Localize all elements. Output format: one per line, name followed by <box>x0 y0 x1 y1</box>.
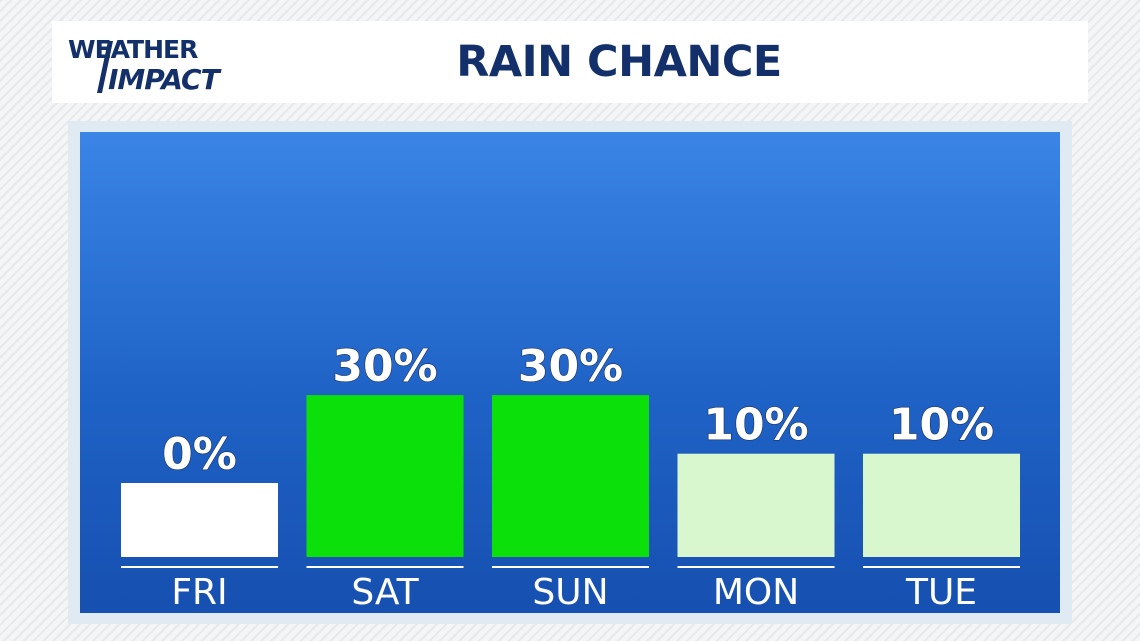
day-label-sat: SAT <box>351 572 419 613</box>
bar-tue <box>863 453 1020 557</box>
rain-chance-chart: 0% FRI 30% SAT 30% SUN 10% MON 10% TUE <box>121 341 1020 613</box>
logo-text-weather: WEATHER <box>68 35 198 64</box>
underline-tue <box>863 566 1020 568</box>
day-label-fri: FRI <box>171 572 227 613</box>
bar-sat <box>306 395 464 557</box>
logo-slash-icon <box>97 41 113 93</box>
day-label-sun: SUN <box>532 572 608 613</box>
day-label-mon: MON <box>713 572 799 613</box>
chart-panel: 0% FRI 30% SAT 30% SUN 10% MON 10% TUE <box>80 132 1060 613</box>
underline-mon <box>677 566 835 568</box>
weather-impact-logo: WEATHER IMPACT <box>68 35 268 96</box>
value-label-mon: 10% <box>703 400 808 451</box>
logo-text-impact: IMPACT <box>108 63 220 96</box>
bar-mon <box>677 453 835 557</box>
value-label-tue: 10% <box>889 400 994 451</box>
value-label-fri: 0% <box>162 429 237 480</box>
page-title: RAIN CHANCE <box>456 37 782 87</box>
bar-sun <box>492 395 649 557</box>
value-label-sun: 30% <box>518 341 623 392</box>
value-label-sat: 30% <box>332 341 437 392</box>
bar-fri <box>121 483 278 557</box>
underline-sun <box>492 566 649 568</box>
day-label-tue: TUE <box>905 572 977 613</box>
underline-sat <box>306 566 464 568</box>
underline-fri <box>121 566 278 568</box>
header-bar: WEATHER IMPACT RAIN CHANCE <box>52 21 1088 103</box>
